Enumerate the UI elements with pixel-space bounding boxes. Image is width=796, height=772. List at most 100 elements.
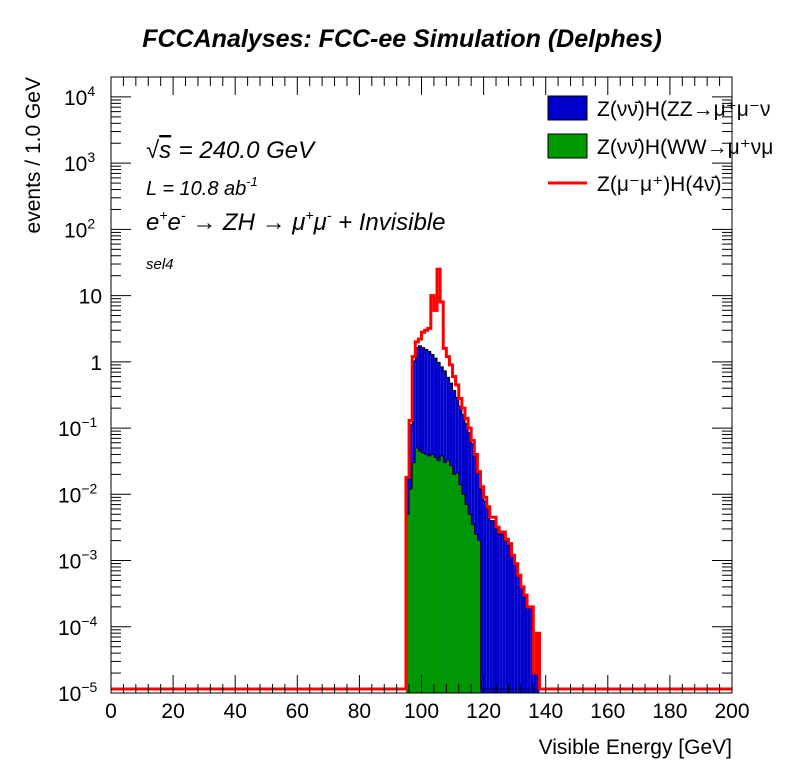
x-tick-label: 200 xyxy=(714,700,749,723)
y-tick-label: 10−1 xyxy=(58,414,98,441)
y-tick-base: 10 xyxy=(58,418,81,441)
y-tick-label: 104 xyxy=(64,83,95,110)
bar-zz xyxy=(527,606,531,693)
bar-ww xyxy=(464,504,469,693)
luminosity-annotation: L = 10.8 ab-1 xyxy=(146,174,258,200)
y-tick-exp: 4 xyxy=(87,83,95,99)
process-annotation: e+e- → ZH → μ+μ- + Invisible xyxy=(146,207,445,236)
bar-zz xyxy=(499,534,503,693)
bar-zz xyxy=(514,563,518,693)
sqrt-s-letter: s xyxy=(159,137,171,164)
proc-sup1: + xyxy=(159,207,167,223)
bar-ww xyxy=(437,460,441,693)
proc-e2: e xyxy=(168,209,181,236)
y-tick-label: 10 xyxy=(79,286,102,309)
bar-zz xyxy=(508,545,512,693)
proc-end: + Invisible xyxy=(331,209,445,236)
legend-label-zz: Z(νν̄)H(ZZ→μ⁺μ⁻ν xyxy=(597,98,771,121)
bar-ww xyxy=(433,457,438,693)
bar-ww xyxy=(452,474,456,693)
bar-zz xyxy=(536,633,540,693)
bar-zz xyxy=(520,586,524,693)
y-axis-label: events / 1.0 GeV xyxy=(22,77,45,233)
sqrt-s-value: = 240.0 GeV xyxy=(172,137,316,164)
bar-zz xyxy=(486,509,490,693)
proc-sup2: - xyxy=(181,207,186,223)
bar-ww xyxy=(421,453,425,693)
bar-ww xyxy=(412,462,416,693)
x-axis-label: Visible Energy [GeV] xyxy=(539,736,732,759)
x-tick-label: 0 xyxy=(105,700,117,723)
y-tick-exp: −3 xyxy=(81,547,97,563)
proc-sup4: - xyxy=(327,207,332,223)
legend: Z(νν̄)H(ZZ→μ⁺μ⁻ν Z(νν̄)H(WW→μ⁺νμ Z(μ⁻μ⁺)… xyxy=(547,95,773,196)
y-tick-label: 10−3 xyxy=(58,547,98,574)
y-tick-exp: 3 xyxy=(87,149,95,165)
bar-zz xyxy=(517,575,521,693)
y-tick-base: 10 xyxy=(58,484,81,507)
x-tick-label: 80 xyxy=(348,700,371,723)
x-tick-label: 100 xyxy=(404,700,439,723)
ww-outline xyxy=(111,447,732,690)
y-tick-label: 10−4 xyxy=(58,613,98,640)
bar-zz xyxy=(523,595,528,693)
bar-zz xyxy=(480,489,484,693)
sqrt-s-symbol: √s xyxy=(146,137,171,164)
bar-ww xyxy=(461,494,465,693)
y-tick-exp: −4 xyxy=(81,613,97,629)
y-tick-exp: −2 xyxy=(81,480,97,496)
selection-annotation: sel4 xyxy=(146,256,174,273)
y-tick-base: 10 xyxy=(64,219,87,242)
bar-zz xyxy=(483,500,487,693)
y-tick-base: 10 xyxy=(64,153,87,176)
bar-ww xyxy=(440,455,444,693)
bar-zz xyxy=(530,606,534,693)
bar-ww xyxy=(405,514,410,693)
bar-zz xyxy=(492,520,497,693)
y-tick-label: 10−5 xyxy=(58,679,98,706)
x-tick-label: 180 xyxy=(652,700,687,723)
bar-ww xyxy=(474,534,478,693)
y-tick-label: 10−2 xyxy=(58,480,98,507)
bar-ww xyxy=(446,459,450,693)
lumi-prefix: L = 10.8 ab xyxy=(146,178,246,200)
bar-ww xyxy=(455,472,459,693)
x-tick-label: 60 xyxy=(286,700,309,723)
proc-e1: e xyxy=(146,209,159,236)
proc-mid: → ZH → μ xyxy=(186,209,306,236)
y-tick-exp: −5 xyxy=(81,679,97,695)
series-line-mumu xyxy=(111,267,732,691)
proc-sup3: + xyxy=(305,207,313,223)
bar-zz xyxy=(511,555,515,693)
bar-zz xyxy=(505,540,509,693)
bar-ww xyxy=(477,540,481,693)
bar-ww xyxy=(415,448,419,693)
y-tick-exp: 2 xyxy=(87,215,95,231)
x-tick-label: 40 xyxy=(224,700,247,723)
x-tick-label: 20 xyxy=(161,700,184,723)
x-tick-label: 160 xyxy=(590,700,625,723)
y-tick-label: 1 xyxy=(90,352,102,375)
bar-ww xyxy=(430,454,434,693)
bar-ww xyxy=(449,465,453,693)
bar-ww xyxy=(427,455,431,693)
proc-mu2: μ xyxy=(313,209,327,236)
bar-ww xyxy=(418,451,422,693)
y-tick-base: 10 xyxy=(58,683,81,706)
bar-zz xyxy=(502,534,506,693)
y-tick-base: 10 xyxy=(58,551,81,574)
bar-zz xyxy=(533,673,537,693)
y-tick-exp: −1 xyxy=(81,414,97,430)
y-tick-label: 102 xyxy=(64,215,95,242)
histogram-layer xyxy=(111,267,732,693)
bar-zz xyxy=(496,528,500,693)
x-tick-label: 140 xyxy=(528,700,563,723)
bar-zz xyxy=(489,520,493,693)
bar-ww xyxy=(458,484,462,693)
bar-ww xyxy=(424,454,428,693)
bar-ww xyxy=(443,462,447,693)
legend-label-ww: Z(νν̄)H(WW→μ⁺νμ xyxy=(597,136,773,159)
sqrt-s-annotation: √s = 240.0 GeV xyxy=(146,137,316,164)
